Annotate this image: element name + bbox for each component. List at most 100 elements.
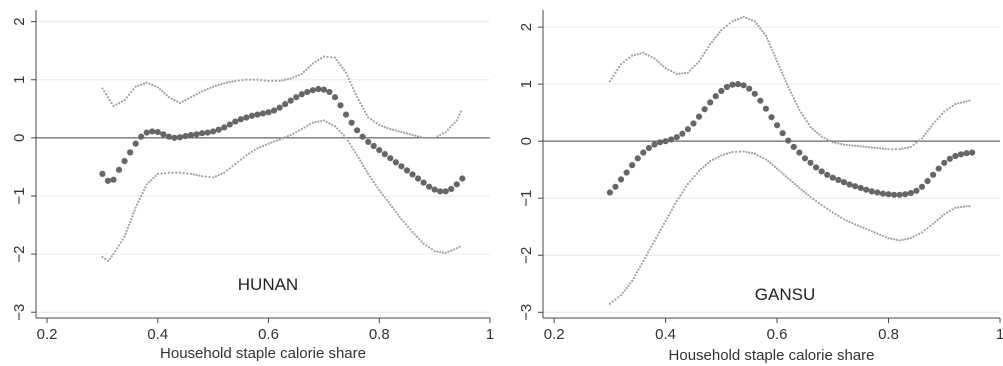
fitted-point [913, 187, 920, 194]
upper-band-dot [689, 69, 692, 72]
upper-band-dot [734, 19, 737, 22]
lower-band-dot [693, 174, 696, 178]
lower-band-dot [684, 185, 688, 188]
lower-band-dot [455, 247, 458, 250]
lower-band-dot [632, 276, 635, 280]
upper-band-dot [787, 85, 790, 89]
upper-band-dot [610, 77, 613, 80]
lower-band-dot [303, 126, 306, 129]
upper-band-dot [252, 78, 255, 81]
lower-band-dot [686, 182, 690, 186]
x-tick-label: 0.4 [655, 326, 676, 343]
fitted-point [392, 159, 399, 166]
upper-band-dot [701, 54, 704, 57]
lower-band-dot [396, 213, 399, 216]
fitted-point [304, 88, 311, 96]
upper-band-dot [865, 145, 868, 148]
lower-band-dot [444, 251, 447, 255]
lower-band-dot [359, 159, 362, 162]
lower-band-dot [802, 190, 805, 193]
upper-band-dot [684, 71, 687, 75]
lower-band-dot [904, 238, 907, 241]
fitted-point [298, 91, 305, 98]
upper-band-dot [809, 125, 812, 129]
lower-band-dot [940, 215, 944, 218]
upper-band-dot [140, 83, 143, 86]
fitted-point [243, 114, 250, 121]
lower-band-dot [458, 245, 461, 248]
x-tick-label: 0.6 [767, 326, 788, 343]
lower-band-dot [965, 205, 968, 208]
lower-band-dot [893, 238, 896, 241]
upper-band-dot [189, 96, 193, 99]
lower-band-dot [253, 148, 256, 152]
upper-band-dot [405, 132, 409, 135]
upper-band-dot [137, 84, 140, 87]
upper-band-dot [459, 110, 463, 113]
lower-band-dot [653, 239, 656, 243]
upper-band-dot [120, 100, 123, 103]
upper-band-dot [234, 79, 237, 82]
upper-band-dot [924, 132, 927, 135]
lower-band-dot [642, 259, 645, 263]
upper-band-dot [209, 86, 212, 89]
lower-band-dot [141, 191, 144, 195]
upper-band-dot [245, 78, 248, 81]
lower-band-dot [295, 130, 298, 134]
upper-band-dot [132, 88, 135, 91]
lower-band-dot [228, 167, 231, 170]
fitted-point [946, 155, 953, 162]
lower-band-dot [617, 296, 620, 299]
fitted-point [617, 176, 625, 183]
fitted-point [857, 184, 864, 192]
lower-band-dot [635, 271, 639, 274]
upper-band-dot [930, 125, 933, 128]
lower-band-dot [675, 199, 678, 203]
lower-band-dot [826, 207, 829, 210]
upper-band-dot [764, 34, 768, 37]
fitted-point [409, 171, 416, 178]
upper-band-dot [800, 111, 803, 114]
upper-band-dot [767, 40, 770, 43]
series-layer [99, 55, 466, 263]
lower-band-dot [773, 165, 776, 168]
lower-band-dot [750, 152, 754, 155]
fitted-point [437, 188, 444, 195]
lower-band-dot [793, 182, 797, 186]
upper-band-dot [750, 19, 754, 22]
upper-band-dot [354, 93, 357, 96]
lower-band-dot [691, 177, 694, 180]
lower-band-dot [140, 194, 143, 198]
lower-band-dot [851, 222, 854, 225]
fitted-point [99, 170, 106, 177]
upper-band-dot [167, 96, 170, 99]
lower-band-dot [131, 215, 134, 218]
lower-band-dot [679, 194, 682, 197]
upper-band-dot [225, 81, 229, 84]
upper-band-dot [260, 79, 263, 82]
upper-band-dot [200, 90, 204, 93]
fitted-point [398, 163, 405, 170]
upper-band-dot [837, 142, 840, 145]
lower-band-dot [281, 137, 284, 140]
lower-band-dot [236, 160, 240, 163]
fitted-point [924, 178, 931, 185]
upper-band-dot [928, 127, 931, 130]
upper-band-dot [798, 108, 801, 111]
lower-band-dot [769, 161, 772, 165]
lower-band-dot [286, 135, 290, 138]
lower-band-dot [853, 223, 857, 226]
lower-band-dot [394, 210, 397, 214]
lower-band-dot [189, 172, 193, 175]
fitted-point [187, 131, 195, 139]
upper-band-dot [823, 136, 826, 140]
upper-band-dot [184, 98, 187, 102]
upper-band-dot [453, 121, 456, 124]
upper-band-dot [912, 143, 915, 146]
upper-band-dot [873, 146, 876, 149]
lower-band-dot [311, 121, 314, 124]
lower-band-dot [717, 155, 720, 158]
fitted-point [740, 82, 747, 89]
upper-band-dot [351, 86, 355, 90]
lower-band-dot [385, 198, 388, 201]
